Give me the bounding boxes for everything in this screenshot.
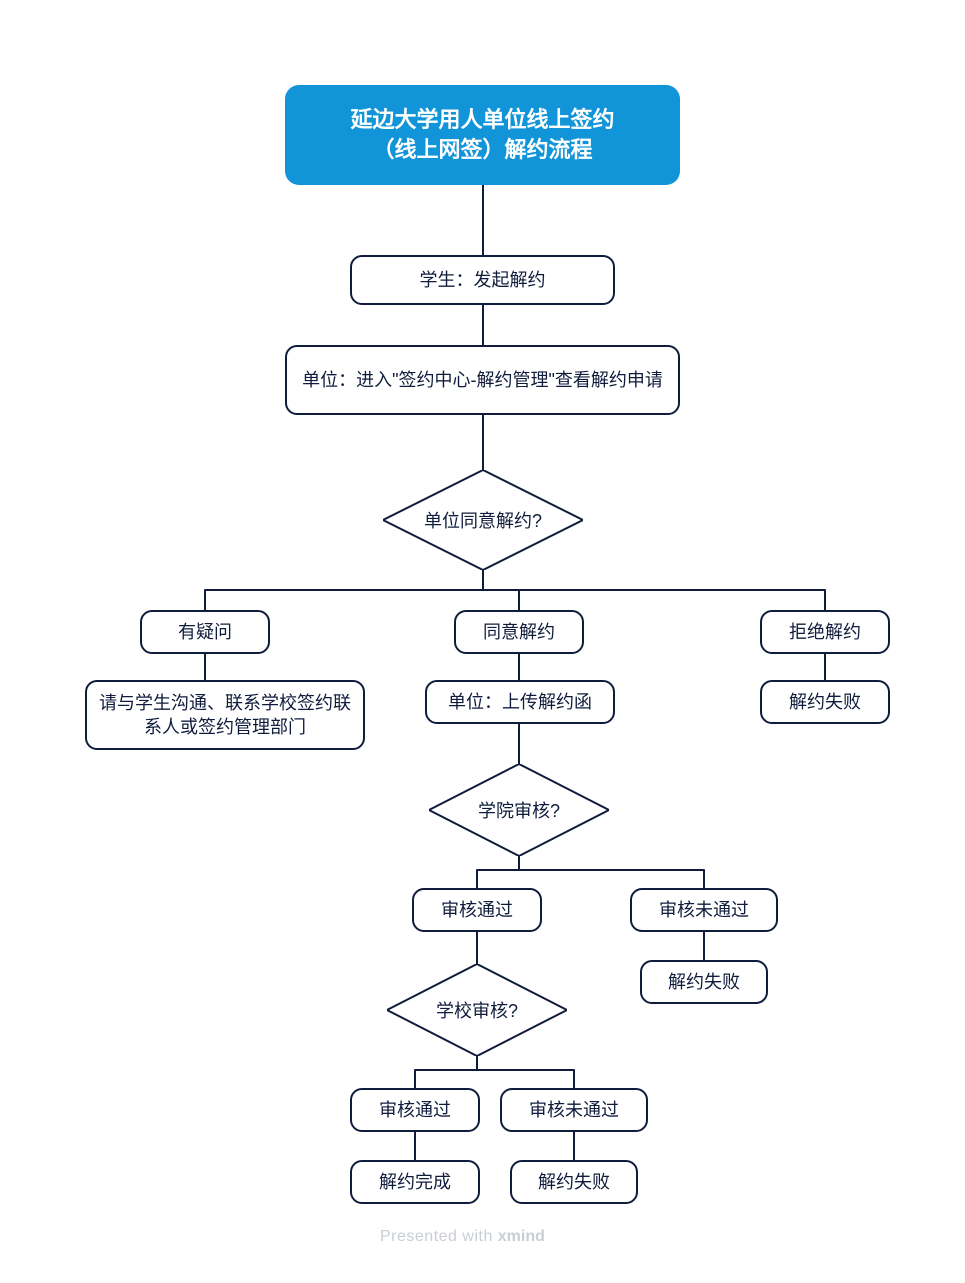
- edge-3: [205, 570, 483, 610]
- box-b_agree: 同意解约: [454, 610, 584, 654]
- box-n_sch_fail_e: 解约失败: [510, 1160, 638, 1204]
- box-b_sch_pass: 审核通过: [350, 1088, 480, 1132]
- box-n_col_fail_e: 解约失败: [640, 960, 768, 1004]
- box-b_reject: 拒绝解约: [760, 610, 890, 654]
- node-label-b_sch_pass: 审核通过: [379, 1098, 451, 1122]
- title-node: 延边大学用人单位线上签约（线上网签）解约流程: [285, 85, 680, 185]
- edge-11: [519, 856, 704, 888]
- node-label-n_sch_fail_e: 解约失败: [538, 1170, 610, 1194]
- node-label-title: 延边大学用人单位线上签约（线上网签）解约流程: [350, 105, 614, 164]
- node-label-n_student: 学生：发起解约: [420, 268, 546, 292]
- box-b_doubt: 有疑问: [140, 610, 270, 654]
- node-label-b_col_fail: 审核未通过: [659, 898, 749, 922]
- node-label-b_agree: 同意解约: [483, 620, 555, 644]
- box-n_unit_view: 单位：进入"签约中心-解约管理"查看解约申请: [285, 345, 680, 415]
- node-label-n_sch_pass_e: 解约完成: [379, 1170, 451, 1194]
- edge-4: [483, 570, 519, 610]
- box-b_col_fail: 审核未通过: [630, 888, 778, 932]
- diamond-d_agree: 单位同意解约?: [383, 470, 583, 570]
- node-label-b_reject: 拒绝解约: [789, 620, 861, 644]
- node-label-n_unit_view: 单位：进入"签约中心-解约管理"查看解约申请: [302, 368, 663, 392]
- box-b_col_pass: 审核通过: [412, 888, 542, 932]
- diamond-label-d_agree: 单位同意解约?: [424, 507, 542, 533]
- diamond-d_college: 学院审核?: [429, 764, 609, 856]
- box-n_student: 学生：发起解约: [350, 255, 615, 305]
- watermark-brand: xmind: [498, 1228, 545, 1245]
- diamond-label-d_school: 学校审核?: [436, 997, 518, 1023]
- edge-10: [477, 856, 519, 888]
- edge-15: [477, 1056, 574, 1088]
- node-label-b_col_pass: 审核通过: [441, 898, 513, 922]
- node-label-b_sch_fail: 审核未通过: [529, 1098, 619, 1122]
- node-label-n_reject_end: 解约失败: [789, 690, 861, 714]
- node-label-n_col_fail_e: 解约失败: [668, 970, 740, 994]
- node-label-n_doubt_act: 请与学生沟通、联系学校签约联系人或签约管理部门: [99, 691, 351, 740]
- diamond-label-d_college: 学院审核?: [478, 797, 560, 823]
- watermark: Presented with xmind: [380, 1228, 545, 1246]
- box-n_doubt_act: 请与学生沟通、联系学校签约联系人或签约管理部门: [85, 680, 365, 750]
- flowchart-stage: 延边大学用人单位线上签约（线上网签）解约流程学生：发起解约单位：进入"签约中心-…: [0, 0, 965, 1283]
- box-b_sch_fail: 审核未通过: [500, 1088, 648, 1132]
- box-n_upload: 单位：上传解约函: [425, 680, 615, 724]
- watermark-prefix: Presented with: [380, 1228, 498, 1245]
- box-n_sch_pass_e: 解约完成: [350, 1160, 480, 1204]
- diamond-d_school: 学校审核?: [387, 964, 567, 1056]
- box-n_reject_end: 解约失败: [760, 680, 890, 724]
- edge-14: [415, 1056, 477, 1088]
- node-label-n_upload: 单位：上传解约函: [448, 690, 592, 714]
- edge-5: [483, 570, 825, 610]
- node-label-b_doubt: 有疑问: [178, 620, 232, 644]
